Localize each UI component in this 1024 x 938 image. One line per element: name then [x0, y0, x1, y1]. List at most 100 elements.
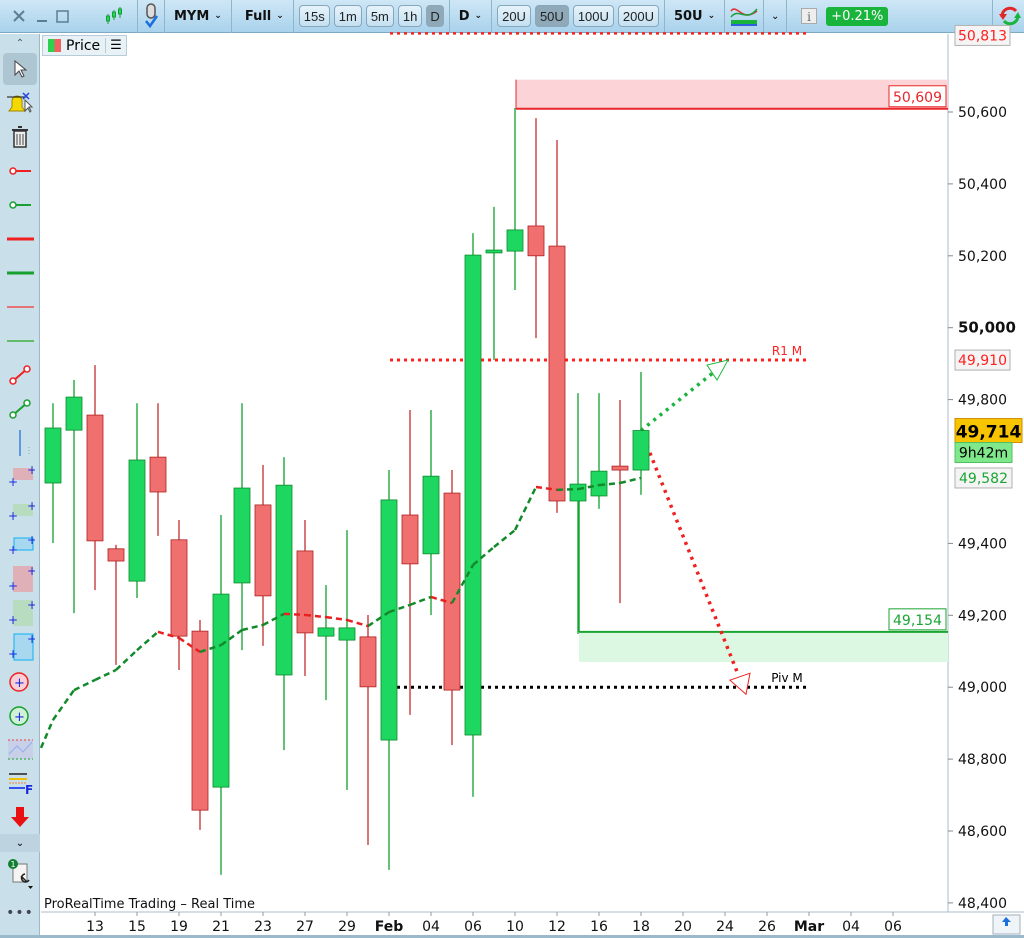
- r1-price-label: 49,910: [958, 353, 1007, 369]
- moving-average-segment: [136, 630, 159, 652]
- thin-line-red-icon[interactable]: [0, 290, 40, 324]
- more-options-icon[interactable]: •••: [6, 905, 34, 921]
- price-tick-label: 48,400: [958, 896, 1007, 912]
- thin-line-green-icon[interactable]: [0, 324, 40, 358]
- pointer-tool[interactable]: [0, 52, 40, 86]
- moving-average-segment: [367, 611, 390, 628]
- rectangle-green-icon[interactable]: + +: [0, 596, 40, 630]
- svg-text:1: 1: [10, 860, 15, 869]
- sell-arrow-icon[interactable]: [0, 800, 40, 834]
- bullish-candle: [317, 627, 335, 637]
- status-text: ProRealTime Trading – Real Time: [44, 897, 256, 912]
- vertical-line-icon[interactable]: [0, 426, 40, 460]
- instrument-dropdown[interactable]: MYM ⌄: [168, 9, 228, 24]
- date-tick-label: Mar: [794, 919, 824, 935]
- price-panel-tab[interactable]: Price ☰: [42, 35, 127, 56]
- units-100u-button[interactable]: 100U: [572, 5, 614, 27]
- support-price-label-box: [888, 608, 947, 631]
- moving-average-segment: [178, 636, 201, 654]
- moving-average-segment: [262, 612, 285, 627]
- date-tick-label: 06: [884, 919, 902, 935]
- candle-countdown-label: 9h42m: [959, 446, 1008, 462]
- bearish-candle: [191, 630, 209, 811]
- period-dropdown[interactable]: D ⌄: [453, 9, 488, 24]
- date-tick-label: 20: [674, 919, 692, 935]
- svg-text:+: +: [27, 499, 35, 513]
- alert-bell-icon[interactable]: [0, 86, 40, 120]
- bullish-candle: [464, 254, 482, 736]
- horizontal-line-red-icon[interactable]: [0, 222, 40, 256]
- rectangle-red-icon[interactable]: + +: [0, 562, 40, 596]
- link-icon[interactable]: [141, 3, 161, 29]
- refresh-icon[interactable]: [996, 5, 1024, 27]
- svg-text:+: +: [27, 632, 35, 646]
- info-icon[interactable]: i: [798, 8, 820, 24]
- moving-average-segment: [39, 719, 55, 749]
- timeframe-1m-button[interactable]: 1m: [333, 5, 362, 27]
- zone-green-icon[interactable]: + +: [0, 494, 40, 528]
- timeframe-5m-button[interactable]: 5m: [365, 5, 394, 27]
- date-tick-label: 13: [86, 919, 104, 935]
- circle-red-icon[interactable]: +: [0, 664, 40, 698]
- moving-average-segment: [513, 486, 538, 531]
- timeframe-d-button[interactable]: D: [426, 5, 444, 27]
- rectangle-blue-icon[interactable]: + +: [0, 630, 40, 664]
- moving-average-segment: [472, 546, 495, 566]
- bullish-candle: [128, 459, 146, 582]
- moving-average-segment: [388, 603, 411, 614]
- units-50u-button[interactable]: 50U: [534, 5, 569, 27]
- date-tick-label: 24: [716, 919, 734, 935]
- bullish-candle: [422, 475, 440, 555]
- list-icon[interactable]: ☰: [105, 38, 126, 53]
- segment-red-icon[interactable]: [0, 358, 40, 392]
- moving-average-price-label-box: [954, 467, 1013, 489]
- segment-green-icon[interactable]: [0, 392, 40, 426]
- svg-text:+: +: [27, 533, 35, 547]
- timeframe-15s-button[interactable]: 15s: [298, 5, 330, 27]
- bearish-candle: [527, 225, 545, 257]
- price-tick-label: 50,200: [958, 249, 1007, 265]
- date-tick-label: 12: [548, 919, 566, 935]
- horizontal-line-green-icon[interactable]: [0, 256, 40, 290]
- units-dropdown[interactable]: 50U ⌄: [668, 9, 721, 24]
- zone-red-icon[interactable]: + +: [0, 460, 40, 494]
- bullish-candle: [485, 249, 503, 254]
- units-200u-button[interactable]: 200U: [617, 5, 659, 27]
- price-tick-label: 50,000: [958, 319, 1016, 337]
- chevron-down-icon: ⌄: [276, 11, 284, 21]
- date-tick-label: Feb: [375, 919, 404, 935]
- bullish-candle: [338, 627, 356, 641]
- units-20u-button[interactable]: 20U: [497, 5, 531, 27]
- svg-text:+: +: [27, 598, 35, 612]
- moving-average-segment: [283, 612, 306, 617]
- layout-dropdown[interactable]: Full ⌄: [239, 9, 290, 24]
- candlestick-style-icon[interactable]: [94, 6, 134, 26]
- maximize-icon[interactable]: [52, 9, 72, 23]
- date-tick-label: 10: [506, 919, 524, 935]
- close-icon[interactable]: [6, 9, 32, 23]
- date-tick-label: 18: [632, 919, 650, 935]
- horizontal-ray-green-icon[interactable]: [0, 188, 40, 222]
- channel-icon[interactable]: [0, 732, 40, 766]
- moving-average-segment: [115, 649, 138, 671]
- minimize-icon[interactable]: [32, 9, 52, 23]
- date-tick-label: 29: [338, 919, 356, 935]
- fibonacci-icon[interactable]: F: [0, 766, 40, 800]
- bearish-candle: [149, 456, 167, 493]
- svg-text:F: F: [25, 783, 33, 796]
- indicators-icon[interactable]: [728, 5, 760, 27]
- trash-icon[interactable]: [0, 120, 40, 154]
- zone-blue-icon[interactable]: + +: [0, 528, 40, 562]
- more-tools-chevron-icon[interactable]: ⌄: [0, 834, 40, 852]
- price-tick-label: 50,400: [958, 177, 1007, 193]
- date-tick-label: 04: [422, 919, 440, 935]
- horizontal-ray-red-icon[interactable]: [0, 154, 40, 188]
- bearish-candle: [86, 414, 104, 542]
- chevron-down-icon[interactable]: ⌄: [770, 10, 780, 22]
- timeframe-1h-button[interactable]: 1h: [397, 5, 423, 27]
- scroll-up-button[interactable]: ⌃: [15, 37, 25, 49]
- strategy-settings-icon[interactable]: 1: [0, 852, 40, 896]
- support-zone: [579, 631, 948, 663]
- circle-green-icon[interactable]: +: [0, 698, 40, 732]
